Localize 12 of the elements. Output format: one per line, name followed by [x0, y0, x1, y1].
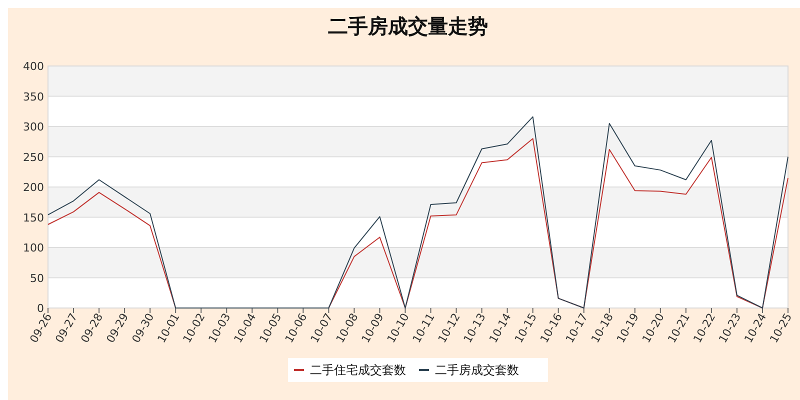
chart-title: 二手房成交量走势	[328, 14, 488, 38]
y-tick-label: 100	[23, 242, 44, 254]
y-tick-label: 400	[23, 60, 44, 73]
y-tick-label: 200	[23, 181, 44, 194]
legend-label: 二手房成交套数	[435, 363, 519, 377]
y-tick-label: 350	[23, 90, 44, 104]
legend-label: 二手住宅成交套数	[310, 363, 406, 377]
y-tick-label: 250	[23, 150, 44, 164]
y-tick-label: 150	[23, 211, 44, 224]
y-tick-label: 0	[37, 302, 44, 315]
y-tick-label: 50	[30, 272, 44, 285]
y-tick-label: 300	[23, 120, 44, 134]
